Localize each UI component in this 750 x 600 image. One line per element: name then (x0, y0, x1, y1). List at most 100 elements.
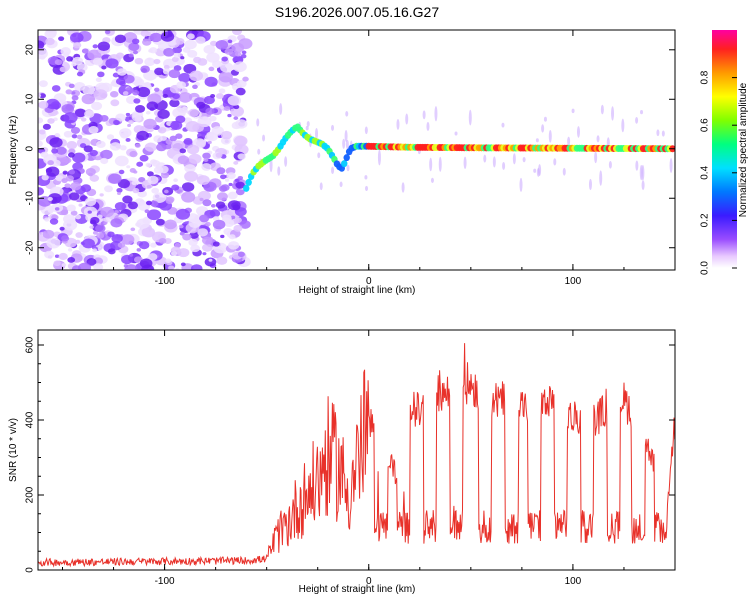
noise-blob (177, 155, 190, 165)
noise-blob (130, 227, 136, 232)
noise-blob (218, 71, 233, 83)
noise-blob (129, 168, 136, 173)
noise-blob (44, 250, 55, 259)
noise-streak (319, 182, 323, 191)
snr-panel: -100 0 100 0 200 400 600 Height of straight li… (8, 329, 676, 595)
noise-blob (87, 210, 92, 214)
noise-blob (216, 256, 228, 265)
noise-blob (127, 201, 138, 210)
noise-streak (492, 156, 496, 168)
noise-blob (105, 30, 111, 35)
noise-blob (67, 152, 75, 158)
noise-blob (132, 187, 140, 194)
noise-blob (58, 36, 65, 41)
noise-blob (179, 148, 187, 154)
noise-blob (59, 158, 66, 163)
noise-blob (92, 248, 98, 253)
noise-blob (81, 93, 96, 105)
noise-blob (150, 242, 157, 248)
noise-blob (97, 41, 110, 51)
noise-streak (277, 166, 281, 176)
noise-streak (596, 135, 600, 143)
noise-blob (93, 89, 108, 101)
noise-blob (54, 132, 60, 138)
noise-blob (160, 171, 170, 179)
noise-blob (54, 207, 60, 211)
noise-blob (103, 221, 108, 225)
noise-blob (212, 60, 222, 68)
noise-blob (126, 165, 131, 169)
noise-streak (257, 148, 261, 155)
noise-blob (68, 169, 75, 175)
noise-streak (306, 121, 310, 127)
noise-blob (187, 49, 198, 58)
noise-blob (109, 90, 119, 98)
x-tick-label: -100 (155, 276, 175, 287)
noise-blob (237, 175, 244, 181)
noise-blob (228, 234, 236, 240)
noise-blob (190, 244, 201, 253)
noise-streak (422, 110, 426, 120)
noise-blob (171, 184, 180, 191)
noise-blob (204, 76, 218, 87)
noise-blob (65, 175, 74, 182)
noise-blob (109, 142, 122, 151)
noise-blob (169, 99, 180, 108)
noise-blob (41, 174, 49, 181)
noise-streak (533, 168, 537, 173)
noise-blob (135, 78, 145, 86)
noise-blob (233, 161, 239, 165)
noise-blob (82, 85, 96, 96)
noise-blob (145, 162, 152, 168)
noise-blob (192, 84, 198, 89)
noise-blob (230, 106, 245, 117)
noise-blob (89, 225, 94, 229)
noise-streak (317, 152, 321, 159)
noise-blob (226, 172, 236, 180)
noise-streak (344, 130, 348, 142)
noise-blob (203, 44, 216, 55)
noise-streak (429, 157, 433, 172)
noise-blob (175, 208, 191, 220)
x-tick-label: 0 (366, 276, 372, 287)
snr-marks (38, 343, 675, 568)
noise-blob (92, 44, 98, 49)
noise-blob (170, 251, 177, 256)
noise-blob (136, 130, 149, 141)
noise-blob (132, 114, 142, 122)
noise-blob (147, 175, 159, 185)
noise-blob (75, 239, 81, 244)
noise-blob (142, 38, 152, 46)
noise-blob (208, 66, 215, 72)
noise-streak (305, 125, 309, 131)
noise-blob (233, 116, 239, 120)
noise-blob (61, 178, 68, 184)
noise-streak (669, 158, 673, 173)
noise-blob (199, 214, 210, 223)
noise-blob (175, 115, 186, 124)
x-tick-label: -100 (155, 576, 175, 587)
noise-blob (136, 161, 144, 167)
noise-blob (92, 230, 98, 235)
noise-blob (75, 232, 83, 238)
signal-mark (243, 184, 250, 192)
noise-blob (99, 114, 109, 122)
noise-streak (331, 166, 335, 175)
noise-blob (49, 137, 63, 148)
noise-blob (235, 188, 245, 196)
noise-blob (114, 34, 126, 44)
noise-blob (97, 247, 103, 251)
noise-blob (95, 77, 102, 83)
noise-blob (184, 39, 197, 50)
noise-blob (139, 154, 149, 162)
noise-blob (38, 117, 44, 124)
noise-streak (519, 177, 523, 192)
noise-blob (147, 253, 158, 261)
noise-blob (208, 258, 213, 262)
noise-streak (548, 130, 552, 143)
noise-blob (232, 61, 247, 73)
noise-blob (61, 235, 70, 242)
noise-blob (47, 118, 55, 124)
noise-blob (183, 138, 193, 145)
